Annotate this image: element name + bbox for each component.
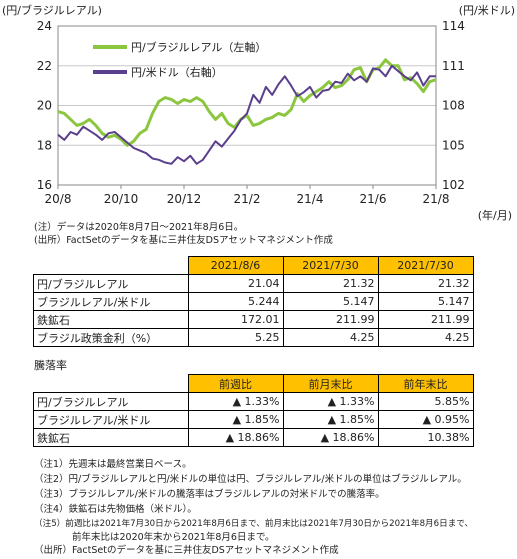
cell: 211.99 <box>282 310 379 329</box>
y-left-tick-label: 22 <box>37 59 52 73</box>
change-header-2: 前月末比 <box>282 374 379 393</box>
y-right-tick-label: 108 <box>442 99 465 113</box>
cell: 4.25 <box>282 328 379 347</box>
change-table: 前週比 前月末比 前年末比 円/ブラジルレアル ▲ 1.33% ▲ 1.33% … <box>33 374 474 447</box>
right-axis-label: (円/米ドル) <box>459 4 515 17</box>
price-header-1: 2021/8/6 <box>187 256 284 275</box>
change-header-1: 前週比 <box>187 374 284 393</box>
y-left-tick-label: 20 <box>37 99 52 113</box>
cell: 5.147 <box>377 292 474 311</box>
cell: 21.32 <box>282 274 379 293</box>
y-left-tick-label: 24 <box>37 19 52 33</box>
cell: 172.01 <box>187 310 284 329</box>
tick-layer: 16 18 20 22 24 102 105 108 111 114 20/8 20/10 20/12 2… <box>37 19 465 206</box>
x-tick-label: 20/10 <box>104 192 139 206</box>
cell: 10.38% <box>377 428 474 447</box>
table-row: 円/ブラジルレアル ▲ 1.33% ▲ 1.33% 5.85% <box>33 392 474 411</box>
y-left-tick-label: 16 <box>37 178 52 192</box>
table-row: 鉄鉱石 172.01 211.99 211.99 <box>33 310 474 329</box>
y-left-tick-label: 18 <box>37 138 52 152</box>
row-label: 円/ブラジルレアル <box>33 274 189 293</box>
series-line-jpy-usd <box>57 64 436 165</box>
cell: ▲ 18.86% <box>282 428 379 447</box>
row-label: ブラジル政策金利（%） <box>33 328 189 347</box>
price-table-header: 2021/8/6 2021/7/30 2021/7/30 <box>34 256 474 275</box>
cell: 5.147 <box>282 292 379 311</box>
footnote-5-cont: 前年末比は2020年末から2021年8月6日まで。 <box>34 532 275 543</box>
cell: ▲ 1.33% <box>282 392 379 411</box>
cell: 5.25 <box>187 328 284 347</box>
y-right-tick-label: 111 <box>442 59 465 73</box>
row-label: ブラジルレアル/米ドル <box>33 410 189 429</box>
footnote-1: （注1）先週末は最終営業日ベース。 <box>34 459 192 470</box>
x-tick-label: 21/2 <box>234 192 261 206</box>
price-header-2: 2021/7/30 <box>282 256 379 275</box>
chart-note-source: (出所）FactSetのデータを基に三井住友DSアセットマネジメント作成 <box>34 235 333 246</box>
cell: ▲ 0.95% <box>377 410 474 429</box>
price-table: 2021/8/6 2021/7/30 2021/7/30 円/ブラジルレアル 2… <box>33 256 474 347</box>
footnote-2: （注2）円/ブラジルレアルと円/米ドルの単位は円、ブラジルレアル/米ドルの単位は… <box>34 474 467 485</box>
row-label: 鉄鉱石 <box>33 428 189 447</box>
change-header-3: 前年末比 <box>377 374 474 393</box>
y-right-tick-label: 105 <box>442 138 465 152</box>
change-table-header: 前週比 前月末比 前年末比 <box>34 374 474 393</box>
cell: 4.25 <box>377 328 474 347</box>
table-row: 円/ブラジルレアル 21.04 21.32 21.32 <box>33 274 474 293</box>
x-unit-label: (年/月) <box>478 208 512 222</box>
x-tick-label: 21/8 <box>423 192 450 206</box>
footnote-4: （注4）鉄鉱石は先物価格（米ドル）。 <box>34 504 197 515</box>
cell: ▲ 18.86% <box>187 428 284 447</box>
row-label: 円/ブラジルレアル <box>33 392 189 411</box>
legend-label-brl: 円/ブラジルレアル（左軸） <box>131 40 266 54</box>
cell: 5.244 <box>187 292 284 311</box>
table-row: 鉄鉱石 ▲ 18.86% ▲ 18.86% 10.38% <box>33 428 474 447</box>
x-tick-label: 21/4 <box>297 192 324 206</box>
chart-note-data: (注）データは2020年8月7日～2021年8月6日。 <box>34 222 244 233</box>
footnote-5: （注5）前週比は2021年7月30日から2021年8月6日まで、前月末比は202… <box>34 519 474 529</box>
legend: 円/ブラジルレアル（左軸） 円/米ドル（右軸） <box>93 40 266 79</box>
row-label: 鉄鉱石 <box>33 310 189 329</box>
cell: 21.32 <box>377 274 474 293</box>
cell: 5.85% <box>377 392 474 411</box>
table-row: ブラジル政策金利（%） 5.25 4.25 4.25 <box>33 328 474 347</box>
x-tick-label: 21/6 <box>360 192 387 206</box>
footnote-3: （注3）ブラジルレアル/米ドルの騰落率はブラジルレアルの対米ドルでの騰落率。 <box>34 489 385 500</box>
x-tick-label: 20/8 <box>45 192 72 206</box>
y-right-tick-label: 114 <box>442 19 465 33</box>
left-axis-label: (円/ブラジルレアル) <box>2 3 102 17</box>
series-layer <box>57 58 437 165</box>
cell: ▲ 1.85% <box>282 410 379 429</box>
cell: 211.99 <box>377 310 474 329</box>
row-label: ブラジルレアル/米ドル <box>33 292 189 311</box>
line-chart: 16 18 20 22 24 102 105 108 111 114 20/8 20/10 20/12 2… <box>2 3 515 222</box>
cell: ▲ 1.85% <box>187 410 284 429</box>
table-row: ブラジルレアル/米ドル ▲ 1.85% ▲ 1.85% ▲ 0.95% <box>33 410 474 429</box>
price-header-3: 2021/7/30 <box>377 256 474 275</box>
x-tick-label: 20/12 <box>167 192 202 206</box>
cell: 21.04 <box>187 274 284 293</box>
cell: ▲ 1.33% <box>187 392 284 411</box>
plot-area <box>57 25 437 186</box>
y-right-tick-label: 102 <box>442 178 465 192</box>
section-title-change: 騰落率 <box>34 359 67 372</box>
footnote-source: （出所）FactSetのデータを基に三井住友DSアセットマネジメント作成 <box>34 545 339 556</box>
legend-label-usd: 円/米ドル（右軸） <box>131 65 223 79</box>
table-row: ブラジルレアル/米ドル 5.244 5.147 5.147 <box>33 292 474 311</box>
